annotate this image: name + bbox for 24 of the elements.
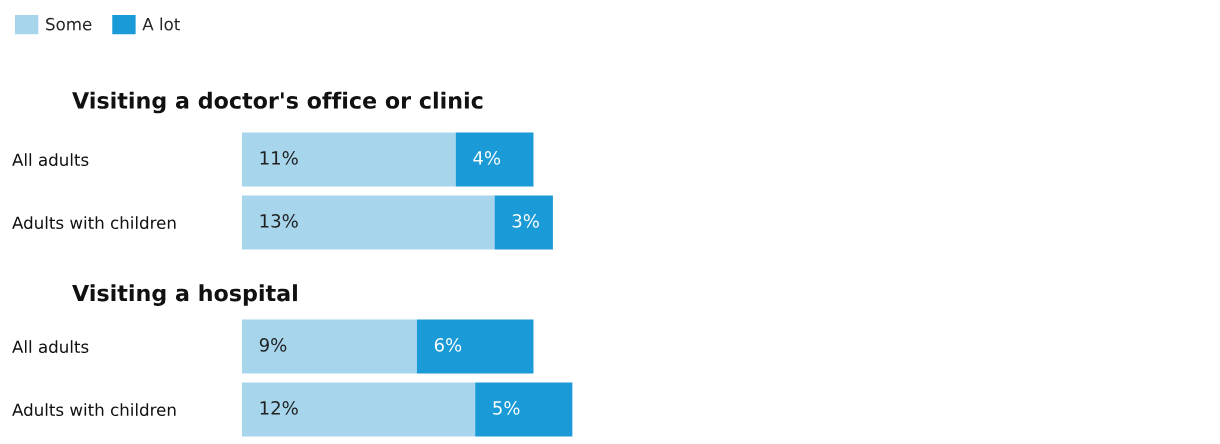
chart-title: Visiting a hospital bbox=[72, 284, 297, 306]
data-label: 13% bbox=[260, 214, 298, 228]
bar bbox=[242, 382, 476, 437]
y-tick-label: All adults bbox=[12, 153, 89, 167]
y-tick-label: All adults bbox=[12, 340, 89, 354]
chart-title: Visiting a doctor's office or clinic bbox=[72, 91, 483, 114]
bar bbox=[475, 382, 573, 437]
data-label: 12% bbox=[260, 401, 298, 415]
legend-label: Some bbox=[46, 17, 92, 31]
data-label: 3% bbox=[512, 214, 539, 228]
bar bbox=[242, 319, 417, 374]
y-tick-label: Adults with children bbox=[12, 403, 176, 417]
data-label: 9% bbox=[259, 338, 287, 352]
y-tick-label: Adults with children bbox=[12, 216, 176, 230]
bar bbox=[242, 132, 456, 187]
bar bbox=[494, 195, 553, 250]
data-label: 4% bbox=[473, 151, 501, 165]
data-label: 6% bbox=[434, 338, 462, 352]
legend-label: A lot bbox=[142, 17, 180, 31]
data-label: 11% bbox=[260, 151, 298, 165]
bar bbox=[416, 319, 534, 374]
data-label: 5% bbox=[493, 401, 520, 415]
bar bbox=[242, 195, 495, 250]
bar bbox=[455, 132, 534, 187]
